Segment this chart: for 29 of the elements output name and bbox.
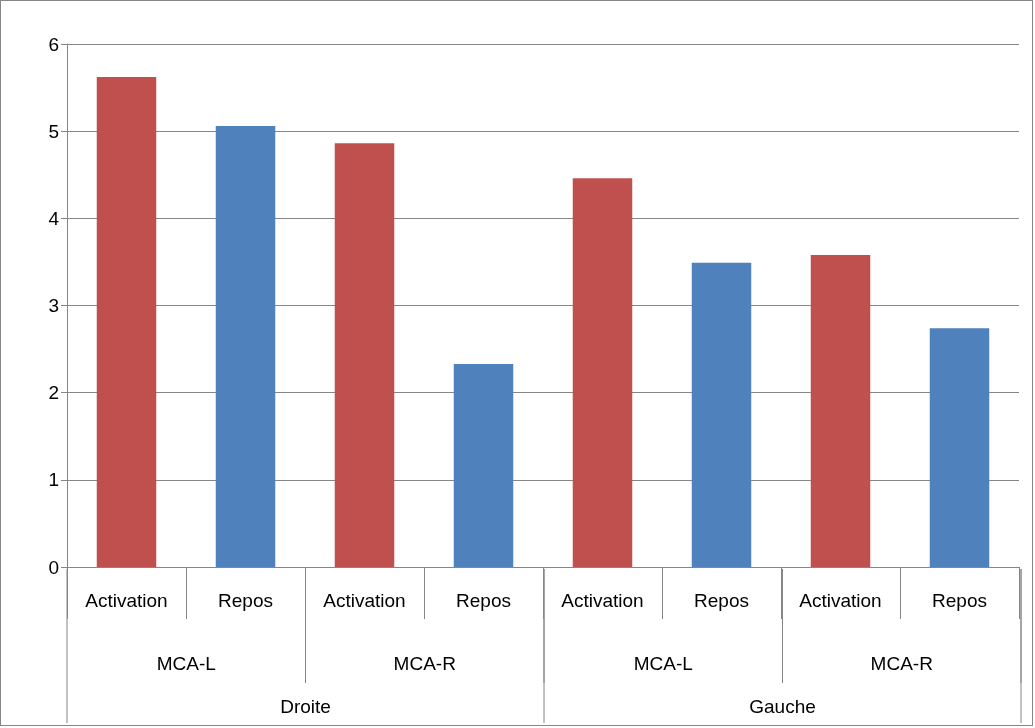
x-tick-label: Activation [323,590,406,611]
x-tick-label: Activation [85,590,168,611]
bar [215,125,276,567]
bar [334,143,395,567]
y-tick-label: 2 [48,382,59,404]
x-tick-label: Repos [218,590,273,611]
bar [96,77,157,567]
text: MCA-L [156,652,216,674]
text: MCA-R [870,652,933,674]
text: MCA-L [633,652,693,674]
bar [453,363,514,567]
x-tick-label: Repos [932,590,987,611]
bar [572,178,633,567]
y-tick-label: 4 [48,207,60,229]
x-tick-label: Activation [799,590,882,611]
y-tick-label: 6 [48,33,59,55]
bar [691,262,752,567]
y-tick-label: 3 [48,295,59,316]
y-tick-label: 5 [48,120,59,142]
y-tick-label: 1 [48,469,59,491]
x-tick-label: Repos [694,590,749,611]
x-tick-label: Repos [456,590,511,611]
x-tick-label: Activation [561,590,644,611]
text: Droite [280,695,331,717]
bar [810,254,871,567]
text: Gauche [749,695,816,717]
y-tick-label: 0 [48,556,59,578]
text: MCA-R [393,652,456,674]
bar [929,328,990,567]
